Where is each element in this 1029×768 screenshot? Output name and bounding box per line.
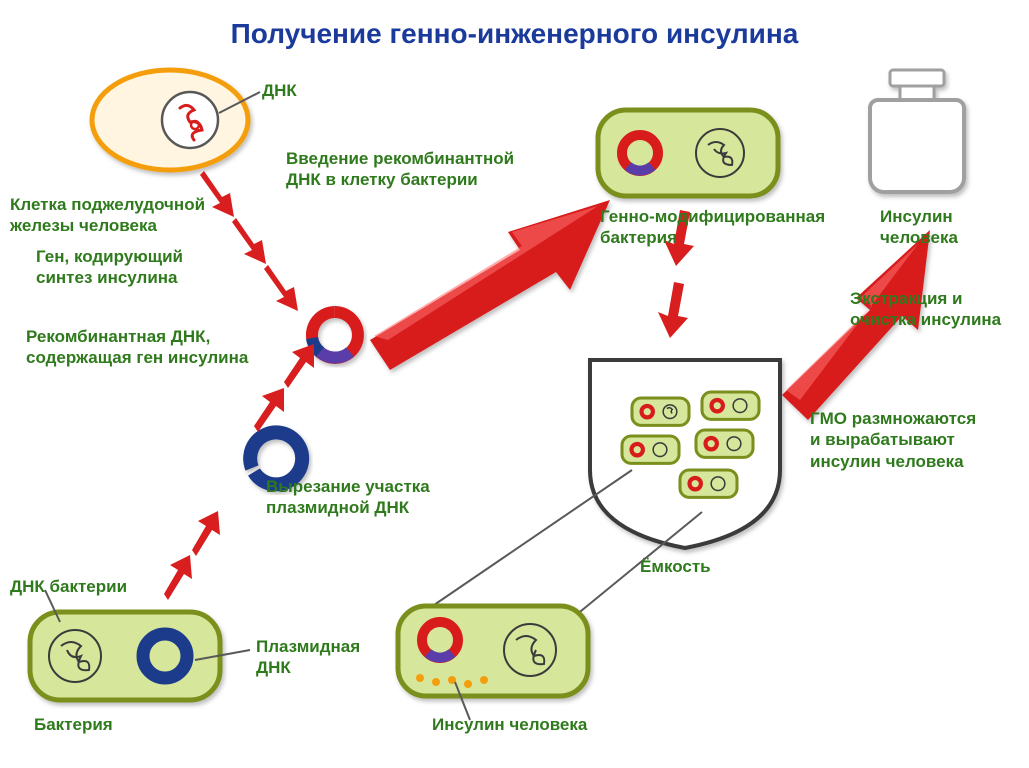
arrow-cut-to-recomb: [254, 344, 314, 432]
label-insulin2: Инсулин человека: [880, 206, 958, 249]
bacteria-normal: [30, 612, 220, 700]
insulin-bacteria: [398, 606, 588, 696]
label-gmo: Генно-модифицированная бактерия: [600, 206, 825, 249]
label-multiply: ГМО размножаются и вырабатывают инсулин …: [810, 408, 976, 472]
gmo-bacteria: [598, 110, 778, 196]
vessel: [590, 360, 780, 548]
insulin-bottle: [870, 70, 964, 192]
label-extract: Экстракция и очистка инсулина: [850, 288, 1001, 331]
label-plasmid-dna: Плазмидная ДНК: [256, 636, 360, 679]
big-arrow-introduce: [370, 200, 610, 370]
label-cut: Вырезание участка плазмидной ДНК: [266, 476, 430, 519]
label-pancreas: Клетка поджелудочной железы человека: [10, 194, 205, 237]
label-insulin: Инсулин человека: [432, 714, 587, 735]
arrow-gene-to-recomb: [200, 171, 298, 311]
recombinant-plasmid: [312, 312, 358, 358]
label-dnk: ДНК: [262, 80, 297, 101]
pancreas-cell: [92, 70, 248, 170]
label-vessel: Ёмкость: [640, 556, 711, 577]
label-recomb: Рекомбинантная ДНК, содержащая ген инсул…: [26, 326, 248, 369]
label-gene: Ген, кодирующий синтез инсулина: [36, 246, 183, 289]
label-bacteria: Бактерия: [34, 714, 113, 735]
label-intro: Введение рекомбинантной ДНК в клетку бак…: [286, 148, 514, 191]
label-bact-dna: ДНК бактерии: [10, 576, 127, 597]
arrow-bact-to-cut: [164, 511, 220, 600]
diagram-canvas: [0, 0, 1029, 768]
